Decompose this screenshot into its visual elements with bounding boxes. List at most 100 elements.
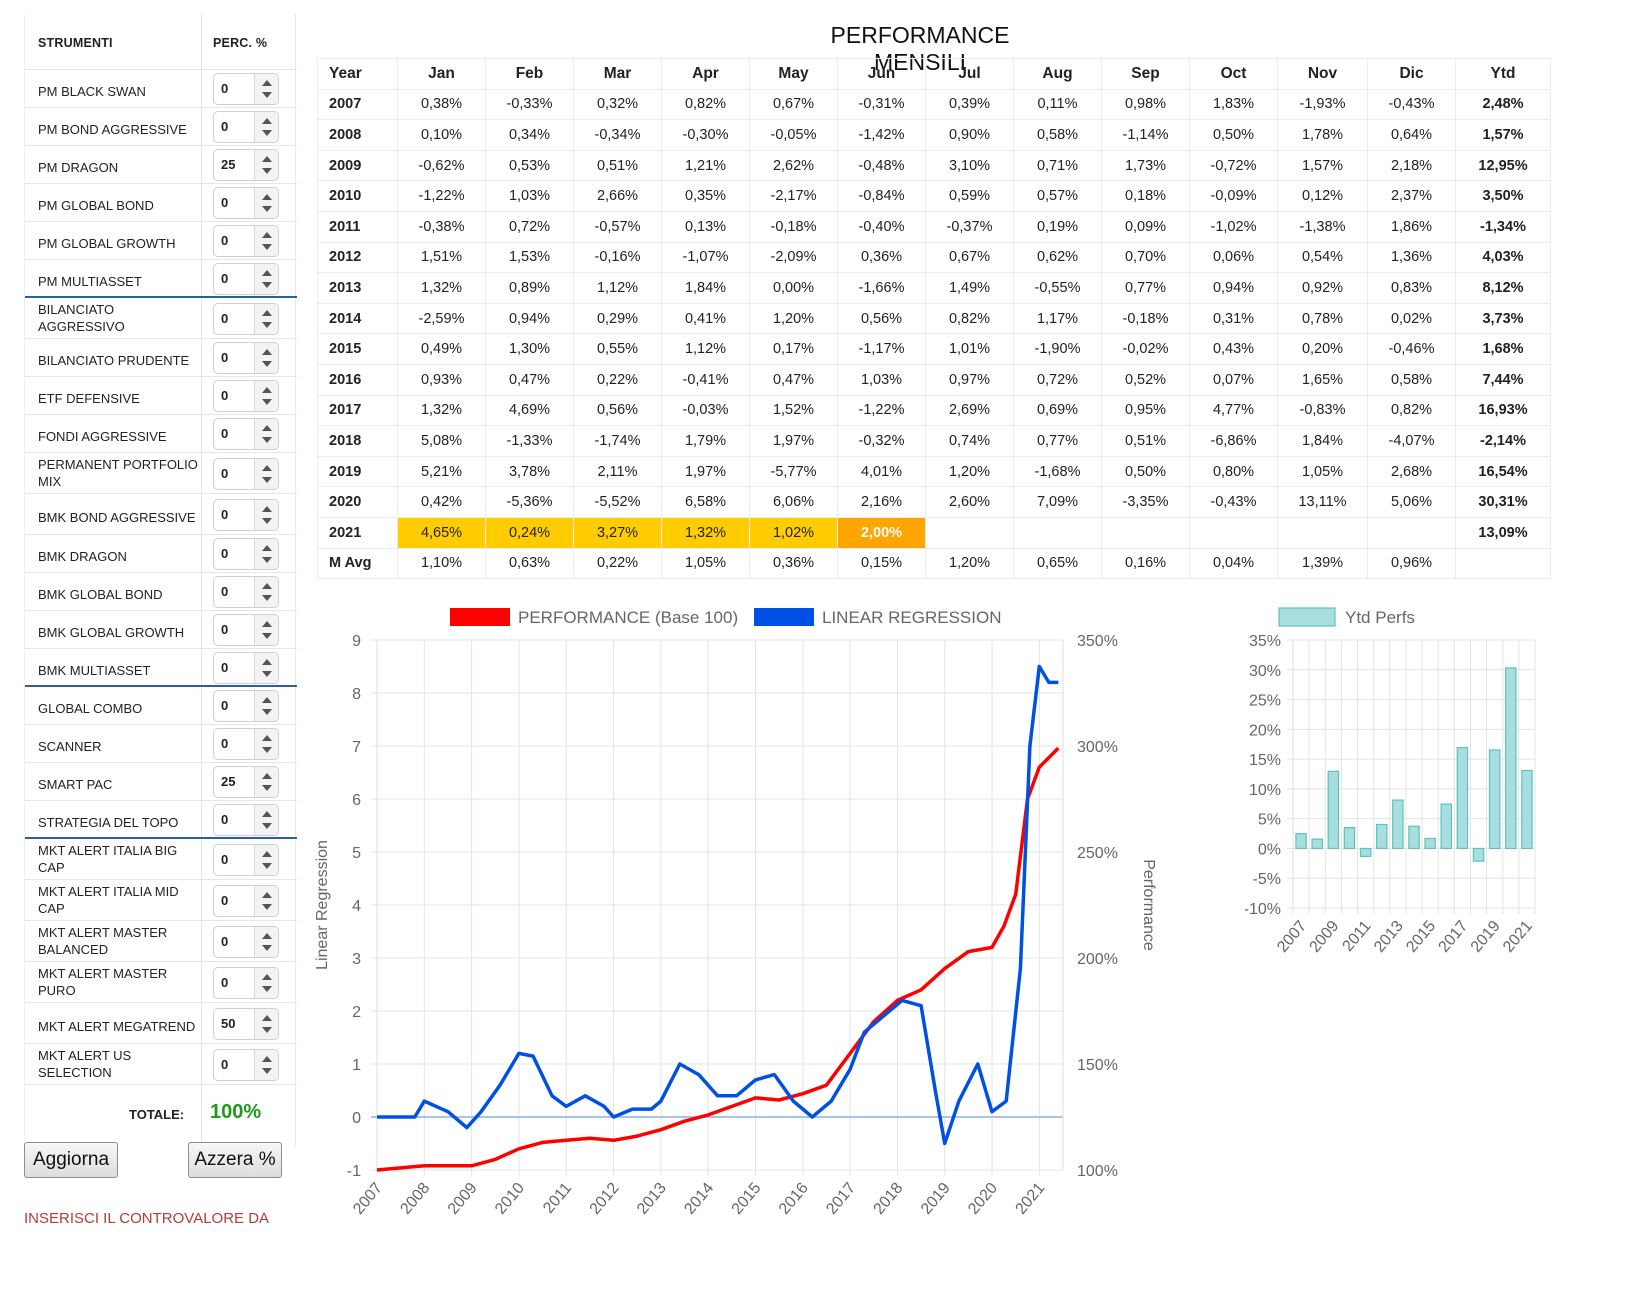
- percent-stepper[interactable]: 0: [213, 498, 279, 531]
- stepper-arrows[interactable]: [254, 926, 278, 957]
- percent-value[interactable]: 25: [221, 157, 236, 172]
- stepper-arrows[interactable]: [254, 499, 278, 530]
- percent-value[interactable]: 0: [221, 233, 229, 248]
- chevron-down-icon[interactable]: [262, 709, 272, 715]
- chevron-down-icon[interactable]: [262, 1026, 272, 1033]
- percent-stepper[interactable]: 0: [213, 728, 279, 760]
- stepper-arrows[interactable]: [254, 767, 278, 797]
- percent-stepper[interactable]: 0: [213, 576, 279, 608]
- chevron-up-icon[interactable]: [262, 891, 272, 898]
- percent-stepper[interactable]: 25: [213, 766, 279, 798]
- stepper-arrows[interactable]: [254, 885, 278, 916]
- stepper-arrows[interactable]: [254, 805, 278, 835]
- stepper-arrows[interactable]: [254, 967, 278, 998]
- chevron-down-icon[interactable]: [262, 1067, 272, 1074]
- percent-value[interactable]: 0: [221, 812, 229, 827]
- stepper-arrows[interactable]: [254, 615, 278, 645]
- chevron-up-icon[interactable]: [262, 697, 272, 703]
- percent-value[interactable]: 0: [221, 974, 229, 990]
- chevron-down-icon[interactable]: [262, 244, 272, 250]
- chevron-up-icon[interactable]: [262, 973, 272, 980]
- percent-value[interactable]: 0: [221, 506, 229, 522]
- percent-value[interactable]: 0: [221, 119, 229, 134]
- chevron-up-icon[interactable]: [262, 232, 272, 238]
- chevron-down-icon[interactable]: [262, 862, 272, 869]
- chevron-down-icon[interactable]: [262, 321, 272, 328]
- aggiorna-button[interactable]: Aggiorna: [24, 1142, 118, 1178]
- chevron-down-icon[interactable]: [262, 517, 272, 524]
- chevron-down-icon[interactable]: [262, 633, 272, 639]
- chevron-down-icon[interactable]: [262, 437, 272, 443]
- percent-value[interactable]: 0: [221, 81, 229, 96]
- percent-value[interactable]: 0: [221, 426, 229, 441]
- percent-stepper[interactable]: 50: [213, 1007, 279, 1040]
- percent-value[interactable]: 0: [221, 310, 229, 326]
- chevron-up-icon[interactable]: [262, 773, 272, 779]
- percent-stepper[interactable]: 0: [213, 111, 279, 143]
- chevron-down-icon[interactable]: [262, 595, 272, 601]
- chevron-up-icon[interactable]: [262, 1014, 272, 1021]
- chevron-up-icon[interactable]: [262, 583, 272, 589]
- stepper-arrows[interactable]: [254, 264, 278, 294]
- percent-value[interactable]: 0: [221, 271, 229, 286]
- chevron-up-icon[interactable]: [262, 850, 272, 857]
- chevron-down-icon[interactable]: [262, 985, 272, 992]
- percent-stepper[interactable]: 0: [213, 614, 279, 646]
- stepper-arrows[interactable]: [254, 1008, 278, 1039]
- stepper-arrows[interactable]: [254, 381, 278, 411]
- stepper-arrows[interactable]: [254, 150, 278, 180]
- chevron-up-icon[interactable]: [262, 464, 272, 471]
- chevron-down-icon[interactable]: [262, 785, 272, 791]
- chevron-up-icon[interactable]: [262, 659, 272, 665]
- percent-stepper[interactable]: 0: [213, 342, 279, 374]
- chevron-up-icon[interactable]: [262, 1055, 272, 1062]
- chevron-up-icon[interactable]: [262, 621, 272, 627]
- stepper-arrows[interactable]: [254, 458, 278, 489]
- stepper-arrows[interactable]: [254, 74, 278, 104]
- chevron-down-icon[interactable]: [262, 168, 272, 174]
- stepper-arrows[interactable]: [254, 112, 278, 142]
- chevron-up-icon[interactable]: [262, 309, 272, 316]
- chevron-down-icon[interactable]: [262, 747, 272, 753]
- percent-value[interactable]: 0: [221, 698, 229, 713]
- chevron-down-icon[interactable]: [262, 823, 272, 829]
- percent-stepper[interactable]: 0: [213, 263, 279, 295]
- chevron-up-icon[interactable]: [262, 349, 272, 355]
- percent-value[interactable]: 0: [221, 465, 229, 481]
- chevron-down-icon[interactable]: [262, 282, 272, 288]
- percent-value[interactable]: 0: [221, 1056, 229, 1072]
- percent-stepper[interactable]: 0: [213, 457, 279, 490]
- stepper-arrows[interactable]: [254, 729, 278, 759]
- chevron-down-icon[interactable]: [262, 206, 272, 212]
- percent-value[interactable]: 0: [221, 851, 229, 867]
- percent-value[interactable]: 0: [221, 892, 229, 908]
- azzera-button[interactable]: Azzera %: [188, 1142, 282, 1178]
- percent-stepper[interactable]: 0: [213, 925, 279, 958]
- chevron-up-icon[interactable]: [262, 80, 272, 86]
- stepper-arrows[interactable]: [254, 691, 278, 721]
- percent-value[interactable]: 0: [221, 933, 229, 949]
- stepper-arrows[interactable]: [254, 226, 278, 256]
- percent-value[interactable]: 25: [221, 774, 236, 789]
- percent-stepper[interactable]: 0: [213, 1048, 279, 1081]
- chevron-down-icon[interactable]: [262, 671, 272, 677]
- chevron-up-icon[interactable]: [262, 505, 272, 512]
- chevron-up-icon[interactable]: [262, 811, 272, 817]
- percent-value[interactable]: 0: [221, 622, 229, 637]
- chevron-down-icon[interactable]: [262, 92, 272, 98]
- chevron-up-icon[interactable]: [262, 156, 272, 162]
- stepper-arrows[interactable]: [254, 188, 278, 218]
- percent-stepper[interactable]: 0: [213, 843, 279, 876]
- percent-stepper[interactable]: 0: [213, 652, 279, 684]
- percent-stepper[interactable]: 0: [213, 884, 279, 917]
- chevron-down-icon[interactable]: [262, 557, 272, 563]
- percent-stepper[interactable]: 0: [213, 380, 279, 412]
- percent-stepper[interactable]: 0: [213, 73, 279, 105]
- chevron-down-icon[interactable]: [262, 130, 272, 136]
- percent-stepper[interactable]: 0: [213, 966, 279, 999]
- chevron-up-icon[interactable]: [262, 735, 272, 741]
- chevron-up-icon[interactable]: [262, 194, 272, 200]
- percent-value[interactable]: 50: [221, 1015, 236, 1031]
- stepper-arrows[interactable]: [254, 577, 278, 607]
- stepper-arrows[interactable]: [254, 1049, 278, 1080]
